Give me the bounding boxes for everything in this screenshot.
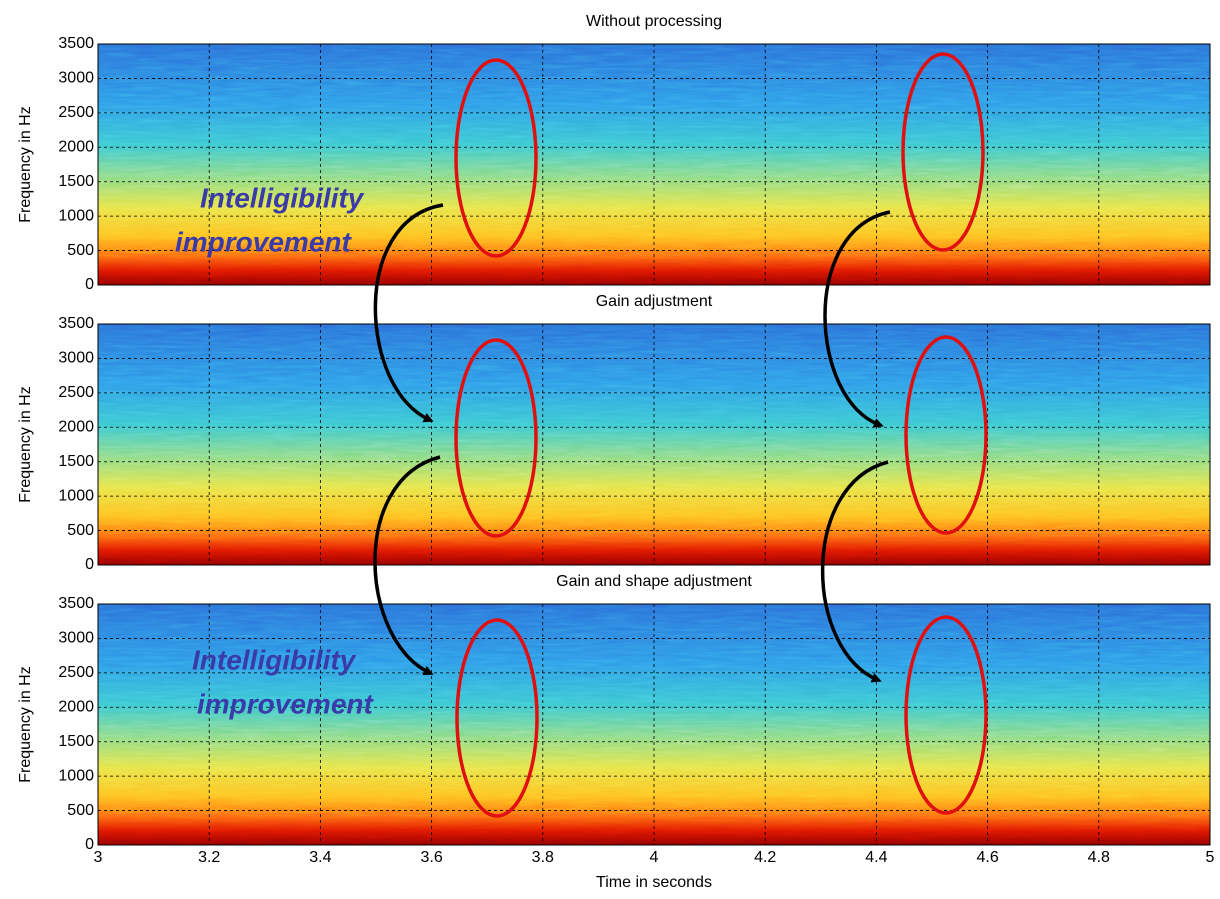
y-tick-label: 3000 <box>58 70 94 87</box>
plot-frame <box>97 323 1211 566</box>
y-tick-label: 0 <box>85 276 94 293</box>
y-tick-label: 3000 <box>58 350 94 367</box>
x-tick-label: 3.8 <box>532 849 554 866</box>
annotation: Intelligibility <box>192 644 357 675</box>
annotation: improvement <box>175 226 352 257</box>
y-tick-label: 3500 <box>58 35 94 52</box>
y-tick-label: 3500 <box>58 595 94 612</box>
y-tick-label: 2000 <box>58 699 94 716</box>
y-tick-label: 500 <box>67 242 94 259</box>
annotation: Intelligibility <box>200 182 365 213</box>
y-tick-label: 1500 <box>58 453 94 470</box>
x-tick-label: 3.6 <box>420 849 442 866</box>
arrows <box>373 203 891 683</box>
y-tick-label: 2500 <box>58 384 94 401</box>
y-tick-label: 1500 <box>58 733 94 750</box>
y-tick-label: 1500 <box>58 173 94 190</box>
y-tick-label: 1000 <box>58 207 94 224</box>
x-tick-label: 3.4 <box>309 849 331 866</box>
y-tick-label: 0 <box>85 556 94 573</box>
y-tick-label: 1000 <box>58 767 94 784</box>
y-tick-label: 500 <box>67 522 94 539</box>
y-axis-label: Frequency in Hz <box>17 106 34 223</box>
x-tick-label: 4 <box>650 849 659 866</box>
x-tick-label: 4.2 <box>754 849 776 866</box>
y-tick-label: 3000 <box>58 630 94 647</box>
x-axis-label: Time in seconds <box>596 874 712 891</box>
overlay <box>373 52 988 818</box>
panel-title: Gain and shape adjustment <box>556 573 752 590</box>
x-tick-label: 3.2 <box>198 849 220 866</box>
plot-frame <box>97 43 1211 286</box>
plot-frame <box>97 603 1211 846</box>
y-axis-label: Frequency in Hz <box>17 386 34 503</box>
y-tick-label: 3500 <box>58 315 94 332</box>
y-tick-label: 500 <box>67 802 94 819</box>
highlight-ellipses <box>454 52 988 818</box>
panel-title: Gain adjustment <box>596 293 713 310</box>
y-tick-label: 2500 <box>58 104 94 121</box>
x-tick-label: 4.8 <box>1088 849 1110 866</box>
panel-title: Without processing <box>586 13 722 30</box>
x-tick-label: 4.6 <box>976 849 998 866</box>
x-tick-label: 4.4 <box>865 849 887 866</box>
x-tick-label: 5 <box>1206 849 1215 866</box>
y-axis-label: Frequency in Hz <box>17 666 34 783</box>
y-tick-label: 0 <box>85 836 94 853</box>
y-tick-label: 2000 <box>58 419 94 436</box>
y-tick-label: 1000 <box>58 487 94 504</box>
annotation: improvement <box>197 688 374 719</box>
y-tick-label: 2500 <box>58 664 94 681</box>
x-tick-label: 3 <box>94 849 103 866</box>
y-tick-label: 2000 <box>58 139 94 156</box>
